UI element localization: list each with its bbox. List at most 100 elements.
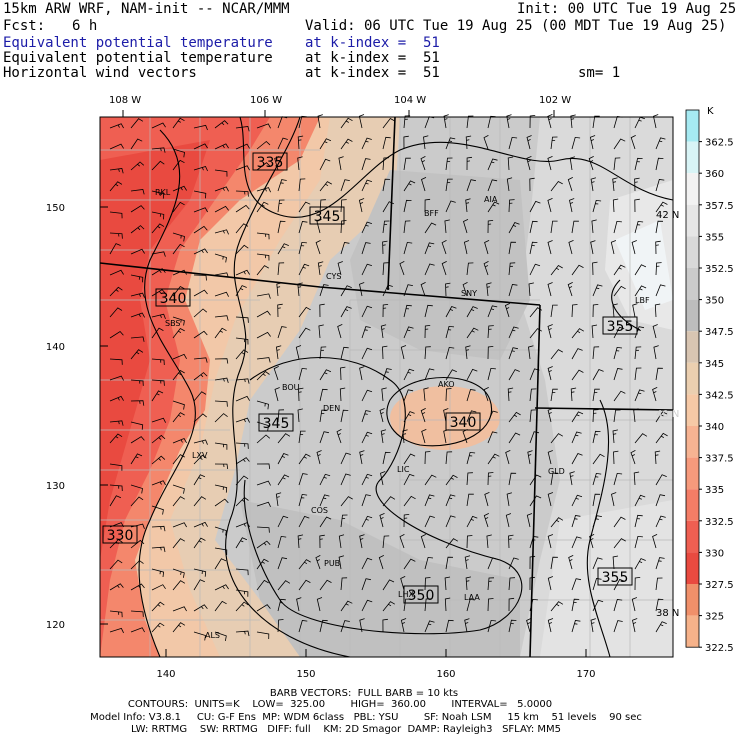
wind-barb bbox=[109, 610, 123, 618]
wind-barb bbox=[487, 201, 500, 213]
wind-barb bbox=[316, 597, 323, 612]
wind-barb bbox=[172, 580, 186, 591]
wind-barb bbox=[193, 372, 208, 381]
wind-barb bbox=[256, 579, 269, 591]
wind-barb bbox=[193, 413, 207, 423]
wind-barb bbox=[529, 431, 540, 444]
wind-barb bbox=[130, 349, 144, 360]
wind-barb bbox=[550, 180, 563, 192]
wind-barb bbox=[613, 138, 626, 150]
wind-barb bbox=[109, 286, 123, 297]
wind-barb bbox=[336, 429, 342, 444]
wind-barb bbox=[193, 391, 207, 402]
wind-barb bbox=[298, 515, 310, 528]
wind-barb bbox=[508, 472, 517, 486]
wind-barb bbox=[613, 578, 625, 591]
wind-barb bbox=[466, 179, 476, 192]
station-lbf: LBF bbox=[635, 296, 650, 305]
wind-barb bbox=[445, 346, 455, 360]
wind-barb bbox=[612, 555, 619, 570]
wind-barb bbox=[256, 558, 269, 570]
wind-barb bbox=[613, 157, 621, 171]
wind-barb bbox=[547, 492, 554, 507]
wind-barb bbox=[382, 220, 390, 234]
wind-barb bbox=[445, 306, 457, 318]
wind-barb bbox=[403, 411, 415, 423]
wind-barb bbox=[571, 328, 585, 339]
wind-barb bbox=[235, 630, 250, 637]
wind-barb bbox=[613, 264, 626, 276]
wind-barb bbox=[380, 324, 387, 339]
wind-barb bbox=[172, 327, 185, 339]
wind-barb bbox=[592, 430, 601, 444]
contour-label: 335 bbox=[252, 152, 288, 171]
wind-barb bbox=[504, 303, 511, 318]
contour-lines bbox=[138, 117, 673, 657]
wind-barb bbox=[592, 493, 601, 507]
wind-barb bbox=[130, 205, 145, 213]
wind-barb bbox=[634, 535, 643, 549]
lon-label: 106 W bbox=[250, 95, 282, 106]
wind-barb bbox=[340, 179, 350, 192]
wind-barb bbox=[338, 156, 344, 171]
wind-barb bbox=[277, 580, 291, 591]
colorbar-label: 355 bbox=[705, 232, 724, 243]
wind-barb bbox=[592, 453, 605, 465]
lat-label: 40 N bbox=[656, 409, 679, 420]
wind-barb bbox=[277, 433, 291, 444]
wind-barb bbox=[256, 501, 271, 507]
wind-barb bbox=[130, 436, 145, 444]
wind-barb bbox=[359, 450, 365, 465]
wind-barb bbox=[630, 450, 636, 465]
wind-barb bbox=[193, 579, 205, 591]
wind-barb bbox=[340, 452, 351, 465]
wind-barb bbox=[655, 598, 664, 612]
contour-info: CONTOURS: UNITS=K LOW= 325.00 HIGH= 360.… bbox=[127, 699, 553, 710]
wind-barb bbox=[612, 198, 619, 213]
wind-barb bbox=[130, 400, 145, 406]
wind-barb bbox=[275, 345, 282, 360]
wind-barb bbox=[590, 618, 596, 633]
wind-barb bbox=[274, 156, 280, 171]
wind-barb bbox=[277, 557, 288, 570]
wind-barb bbox=[256, 265, 270, 276]
colorbar-label: 362.5 bbox=[705, 138, 734, 149]
colorbar-swatch bbox=[686, 457, 699, 490]
wind-barb bbox=[462, 282, 468, 297]
wind-barb bbox=[445, 515, 456, 528]
wind-barb bbox=[508, 597, 515, 612]
colorbar-label: 360 bbox=[705, 169, 724, 180]
wind-barb bbox=[214, 327, 227, 339]
wind-barb bbox=[547, 324, 553, 339]
wind-barb bbox=[298, 387, 304, 402]
wind-barb bbox=[466, 368, 478, 381]
wind-barb bbox=[634, 494, 646, 507]
wind-barb bbox=[298, 327, 311, 339]
contour-label: 345 bbox=[309, 206, 345, 225]
colorbar-label: 335 bbox=[705, 485, 724, 496]
wind-barb bbox=[274, 387, 280, 402]
wind-barb bbox=[340, 285, 352, 297]
wind-barb bbox=[214, 291, 229, 297]
colorbar: 362.5 360 357.5 355 352.5 350 347.5 345 342.5 340… bbox=[685, 109, 734, 654]
wind-barb bbox=[403, 135, 409, 150]
wind-barb bbox=[529, 536, 539, 549]
wind-barb bbox=[109, 627, 124, 634]
wind-barb bbox=[130, 583, 145, 591]
wind-barb bbox=[445, 200, 456, 213]
wind-barb bbox=[337, 324, 343, 339]
wind-barb bbox=[359, 534, 365, 549]
contour-value: 355 bbox=[607, 319, 634, 335]
wind-barb bbox=[655, 411, 668, 423]
wind-barb bbox=[529, 263, 541, 276]
wind-barb bbox=[298, 201, 311, 213]
wind-barb bbox=[590, 240, 596, 255]
wind-barb bbox=[319, 303, 325, 318]
wind-barb bbox=[298, 430, 306, 444]
wind-barb bbox=[441, 240, 447, 255]
wind-barb bbox=[571, 515, 581, 528]
wind-barb bbox=[445, 325, 455, 339]
wind-barb bbox=[655, 220, 664, 234]
wind-barb bbox=[526, 513, 533, 528]
